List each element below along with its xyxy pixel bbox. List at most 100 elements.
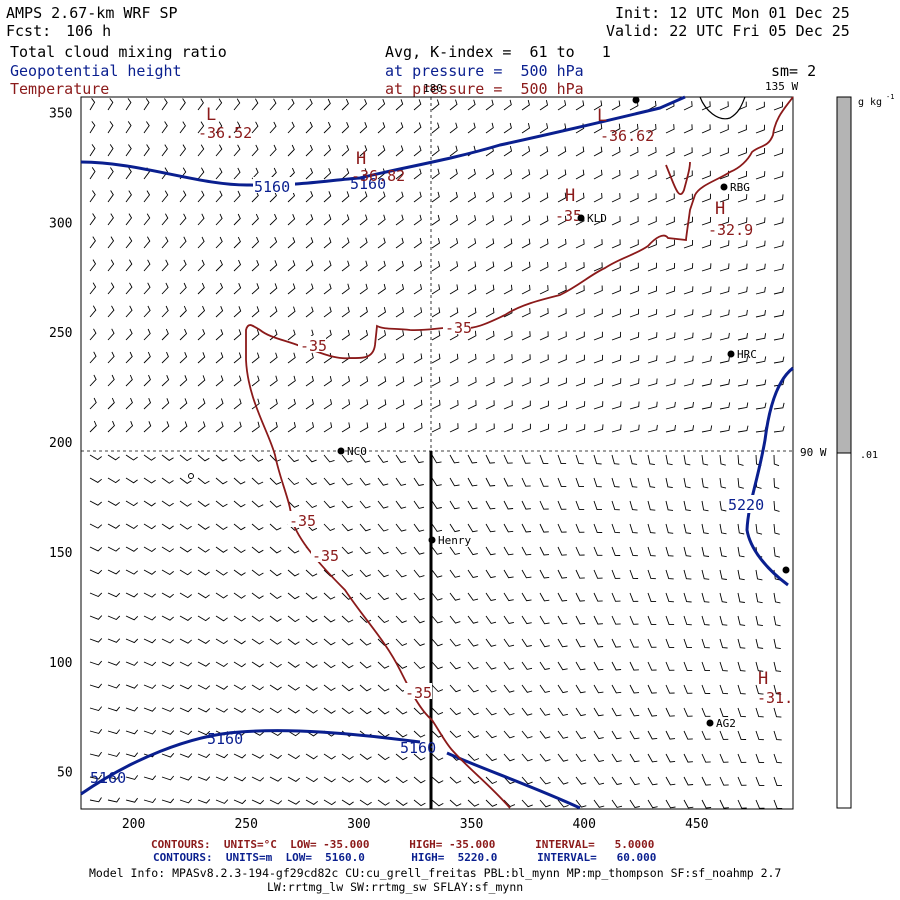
wind-barb	[395, 376, 405, 387]
wind-barb	[341, 145, 350, 157]
wind-barb	[647, 730, 658, 740]
wind-barb	[125, 684, 139, 689]
wind-barb	[575, 707, 586, 717]
wind-barb	[269, 98, 277, 111]
wind-barb	[503, 661, 515, 670]
wind-barb	[179, 775, 193, 781]
wind-barb	[575, 776, 587, 785]
wind-barb	[341, 523, 353, 532]
wind-barb	[215, 306, 224, 318]
wind-barb	[503, 454, 513, 464]
field3-name: Temperature	[10, 80, 110, 98]
wind-barb	[107, 661, 121, 666]
wind-barb	[341, 546, 353, 555]
wind-barb	[503, 615, 514, 625]
wind-barb	[359, 376, 369, 387]
wind-barb	[359, 753, 372, 760]
wind-barb	[197, 776, 211, 781]
wind-barb	[485, 400, 495, 410]
wind-barb	[107, 706, 121, 712]
wind-barb	[683, 147, 693, 157]
wind-barb	[521, 192, 531, 203]
wind-barb	[413, 730, 426, 738]
wind-barb	[449, 615, 461, 624]
wind-barb	[107, 797, 120, 803]
wind-barb	[503, 753, 515, 762]
wind-barb	[719, 500, 727, 512]
wind-barb	[89, 213, 96, 226]
wind-barb-field	[89, 98, 785, 809]
wind-barb	[179, 684, 193, 690]
wind-barb	[251, 684, 264, 691]
wind-barb	[449, 400, 459, 410]
wind-barb	[179, 213, 187, 226]
wind-barb	[629, 193, 639, 203]
wind-barb	[719, 523, 727, 535]
wind-barb	[107, 638, 121, 643]
wind-barb	[233, 144, 241, 157]
wind-barb	[395, 615, 407, 624]
wind-barb	[647, 454, 655, 466]
wind-barb	[557, 100, 567, 111]
station-dot	[727, 350, 735, 358]
wind-barb	[629, 308, 640, 318]
wind-barb	[395, 592, 407, 601]
wind-barb	[431, 330, 441, 341]
wind-barb	[665, 684, 675, 694]
wind-barb	[773, 523, 780, 535]
wind-barb	[467, 615, 479, 624]
wind-barb	[305, 144, 313, 157]
wind-barb	[125, 421, 134, 433]
wind-barb	[179, 615, 192, 621]
wind-barb	[143, 730, 157, 735]
wind-barb	[521, 776, 533, 785]
wind-barb	[431, 261, 441, 272]
wind-barb	[359, 122, 368, 134]
wind-barb	[431, 454, 442, 464]
wind-barb	[521, 661, 533, 670]
wind-barb	[323, 422, 333, 433]
wind-barb	[773, 707, 782, 718]
wind-barb	[251, 546, 264, 554]
wind-barb	[521, 684, 533, 693]
wind-barb	[647, 378, 658, 387]
wind-barb	[125, 351, 133, 364]
wind-barb	[683, 378, 694, 387]
wind-barb	[377, 661, 390, 669]
wind-barb	[341, 684, 354, 692]
wind-barb	[413, 353, 423, 364]
wind-barb	[269, 375, 278, 387]
wind-barb	[539, 569, 550, 579]
wind-barb	[89, 305, 97, 318]
station-dot	[782, 566, 790, 574]
wind-barb	[161, 259, 169, 272]
wind-barb	[341, 569, 354, 577]
wind-barb	[215, 523, 228, 531]
wind-barb	[557, 776, 569, 785]
wind-barb	[323, 454, 335, 463]
wind-barb	[539, 615, 550, 625]
wind-barb	[683, 523, 692, 534]
wind-barb	[773, 287, 784, 295]
wind-barb	[341, 753, 354, 760]
wind-barb	[143, 398, 152, 410]
wind-barb	[107, 592, 121, 598]
wind-barb	[467, 215, 477, 226]
wind-barb	[233, 259, 242, 272]
wind-barb	[107, 328, 115, 341]
wind-barb	[719, 753, 729, 763]
wind-barb	[467, 238, 477, 249]
wind-barb	[701, 101, 711, 111]
wind-barb	[773, 194, 784, 203]
colorbar: g kg -1 .01	[836, 93, 894, 809]
wind-barb	[719, 454, 726, 466]
wind-barb	[179, 454, 192, 462]
wind-barb	[557, 424, 568, 433]
wind-barb	[161, 213, 169, 226]
wind-barb	[179, 259, 187, 272]
wind-barb	[701, 402, 713, 410]
wind-barb	[737, 333, 748, 341]
wind-barb	[773, 661, 782, 672]
wind-barb	[161, 351, 169, 364]
wind-barb	[305, 454, 317, 463]
